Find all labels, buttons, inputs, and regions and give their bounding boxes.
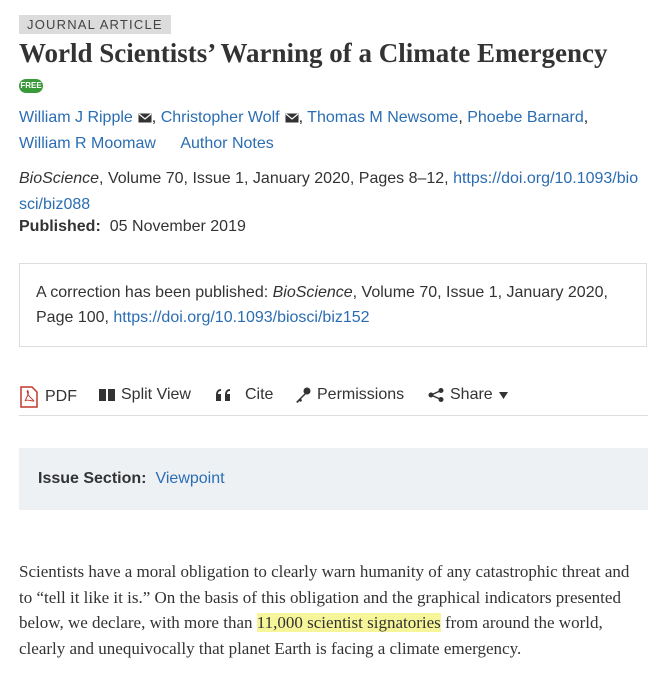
share-button[interactable]: Share <box>428 386 508 404</box>
authors: William J Ripple, Christopher Wolf, Thom… <box>19 105 619 157</box>
abstract-text: from around the world, clearly and unequ… <box>19 613 603 658</box>
published-date: 05 November 2019 <box>109 218 246 235</box>
abstract: Scientists have a moral obligation to cl… <box>19 559 639 661</box>
author-link[interactable]: Thomas M Newsome <box>307 109 459 126</box>
published: Published: 05 November 2019 <box>19 218 246 236</box>
author-link[interactable]: Phoebe Barnard <box>467 109 584 126</box>
label: Permissions <box>317 386 405 403</box>
issue-label: Issue Section: <box>38 470 147 487</box>
split-icon <box>99 389 115 401</box>
journal: BioScience <box>272 284 353 301</box>
abstract-text: Scientists have a moral obligation to cl… <box>19 562 630 632</box>
author-link[interactable]: William J Ripple <box>19 109 133 126</box>
share-icon <box>428 388 444 402</box>
label: Cite <box>245 386 274 403</box>
separator: , <box>151 109 157 126</box>
highlight: 11,000 scientist signatories <box>256 613 441 632</box>
citation-details: , Volume 70, Issue 1, January 2020, Page… <box>99 170 454 187</box>
toolbar: PDF Split View Cite Permissions Share <box>19 383 648 416</box>
dropdown-arrow <box>498 392 508 399</box>
correction-prefix: A correction has been published: <box>36 284 273 301</box>
author-notes[interactable]: Author Notes <box>180 135 274 152</box>
pdf-button[interactable]: PDF <box>19 386 77 408</box>
doi-link[interactable]: https://doi.org/10.1093/biosci/biz152 <box>113 309 370 326</box>
label: Split View <box>121 386 191 403</box>
issue-link[interactable]: Viewpoint <box>155 470 225 487</box>
split-view-button[interactable]: Split View <box>99 386 191 404</box>
label: Share <box>450 386 493 403</box>
correction-box: A correction has been published: BioScie… <box>19 263 647 347</box>
separator: , <box>298 109 304 126</box>
article-type: JOURNAL ARTICLE <box>19 15 171 34</box>
correction-details: , Volume 70, Issue 1, January 2020, Page… <box>36 284 608 326</box>
quote-icon <box>216 389 230 401</box>
email-icon[interactable] <box>285 112 299 124</box>
author-link[interactable]: William R Moomaw <box>19 135 156 152</box>
doi-link[interactable]: https://doi.org/10.1093/biosci/biz088 <box>19 170 639 213</box>
author-link[interactable]: Christopher Wolf <box>160 109 280 126</box>
pdf-icon <box>20 386 38 408</box>
journal: BioScience <box>19 170 100 187</box>
permissions-button[interactable]: Permissions <box>295 386 404 404</box>
key-icon <box>296 387 311 403</box>
citation: BioScience, Volume 70, Issue 1, January … <box>19 166 644 218</box>
issue-section: Issue Section: Viewpoint <box>19 448 648 510</box>
cite-button[interactable]: Cite <box>215 386 273 404</box>
separator: , <box>583 109 589 126</box>
separator: , <box>458 109 463 126</box>
article-title: World Scientists’ Warning of a Climate E… <box>19 38 608 68</box>
published-label: Published: <box>19 218 101 235</box>
label: PDF <box>45 388 77 405</box>
email-icon[interactable] <box>138 112 152 124</box>
free-badge: FREE <box>19 79 43 93</box>
